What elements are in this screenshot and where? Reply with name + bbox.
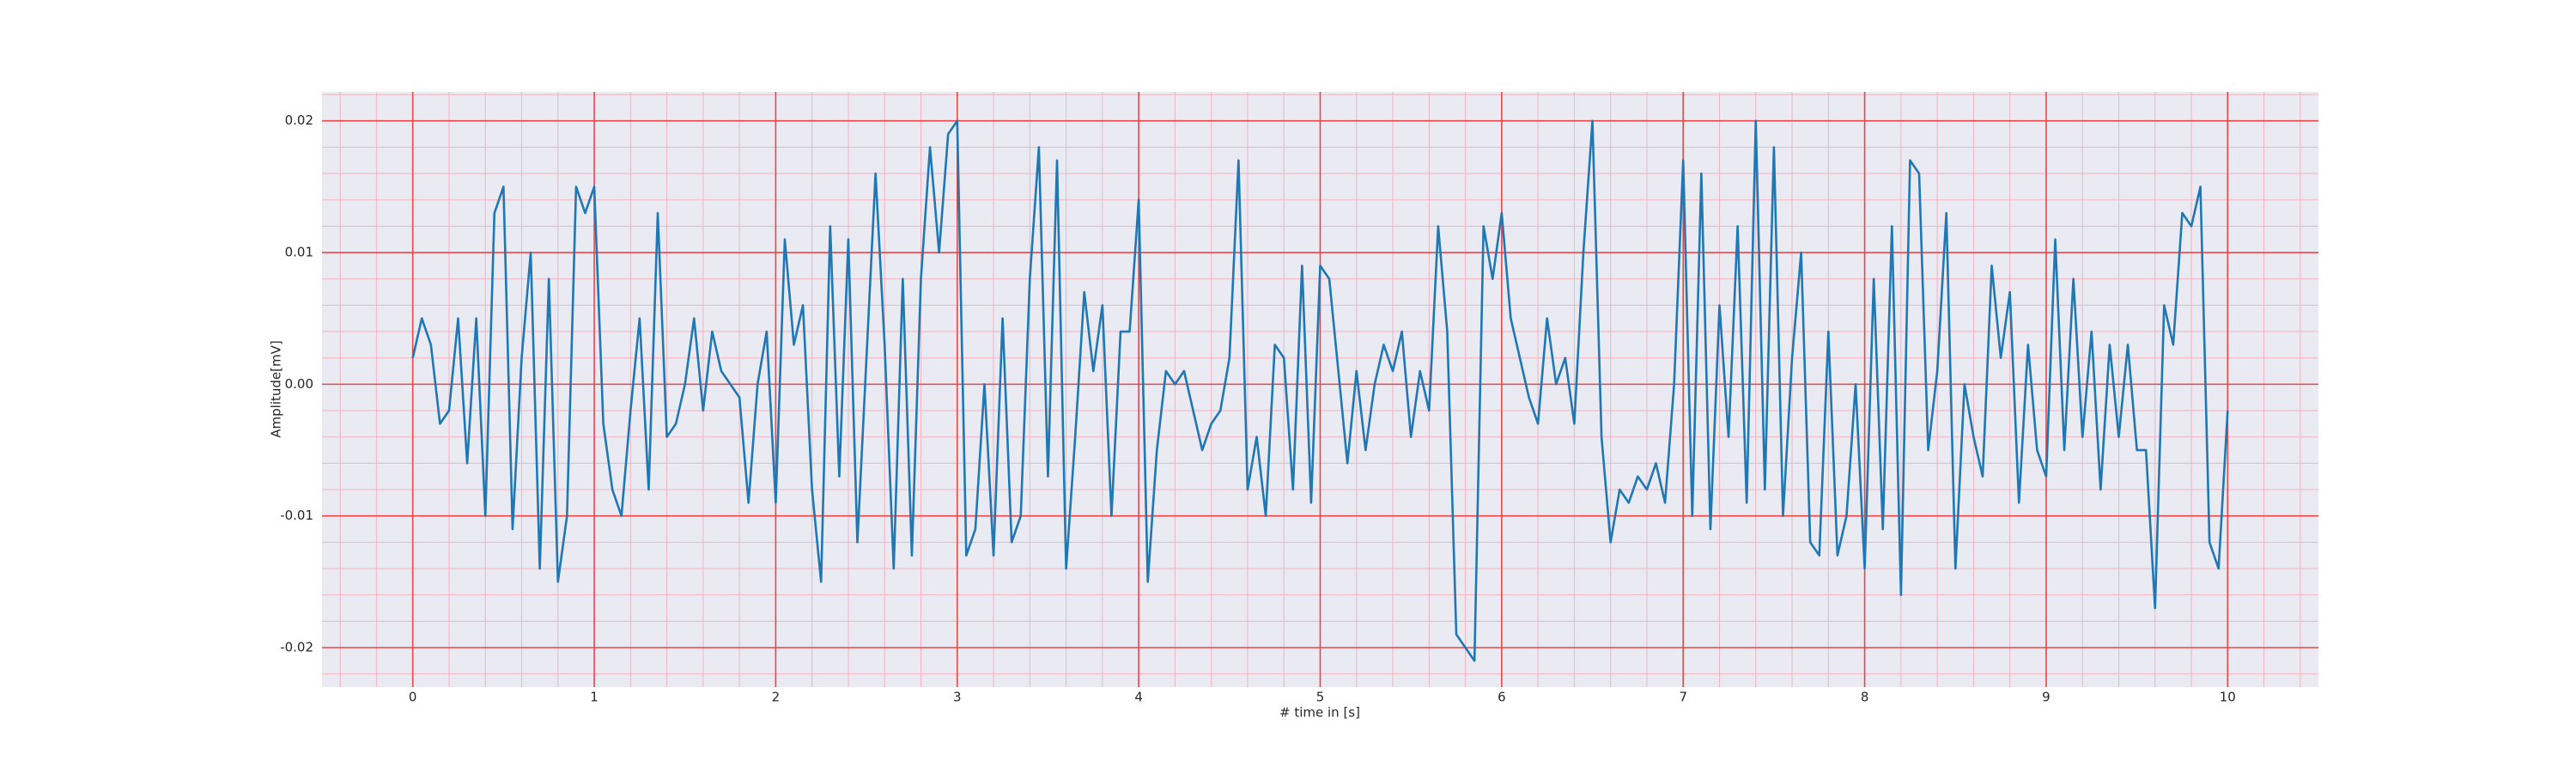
x-tick-label: 1 — [590, 690, 598, 705]
y-tick-label: 0.00 — [285, 376, 313, 392]
y-tick-label: 0.02 — [285, 113, 313, 128]
x-tick-label: 6 — [1498, 690, 1506, 705]
y-tick-label: 0.01 — [285, 245, 313, 260]
y-tick-label: -0.02 — [280, 640, 313, 655]
x-tick-label: 2 — [772, 690, 781, 705]
y-axis-label: Amplitude[mV] — [269, 340, 284, 437]
x-tick-label: 4 — [1134, 690, 1143, 705]
x-axis-label: # time in [s] — [1279, 705, 1360, 721]
x-tick-label: 3 — [953, 690, 962, 705]
x-tick-label: 9 — [2042, 690, 2050, 705]
x-tick-label: 8 — [1861, 690, 1869, 705]
x-tick-label: 7 — [1679, 690, 1687, 705]
y-tick-label: -0.01 — [280, 508, 313, 523]
signal-line — [411, 119, 2229, 662]
x-tick-label: 0 — [409, 690, 417, 705]
x-tick-label: 10 — [2220, 690, 2236, 705]
x-tick-label: 5 — [1316, 690, 1325, 705]
